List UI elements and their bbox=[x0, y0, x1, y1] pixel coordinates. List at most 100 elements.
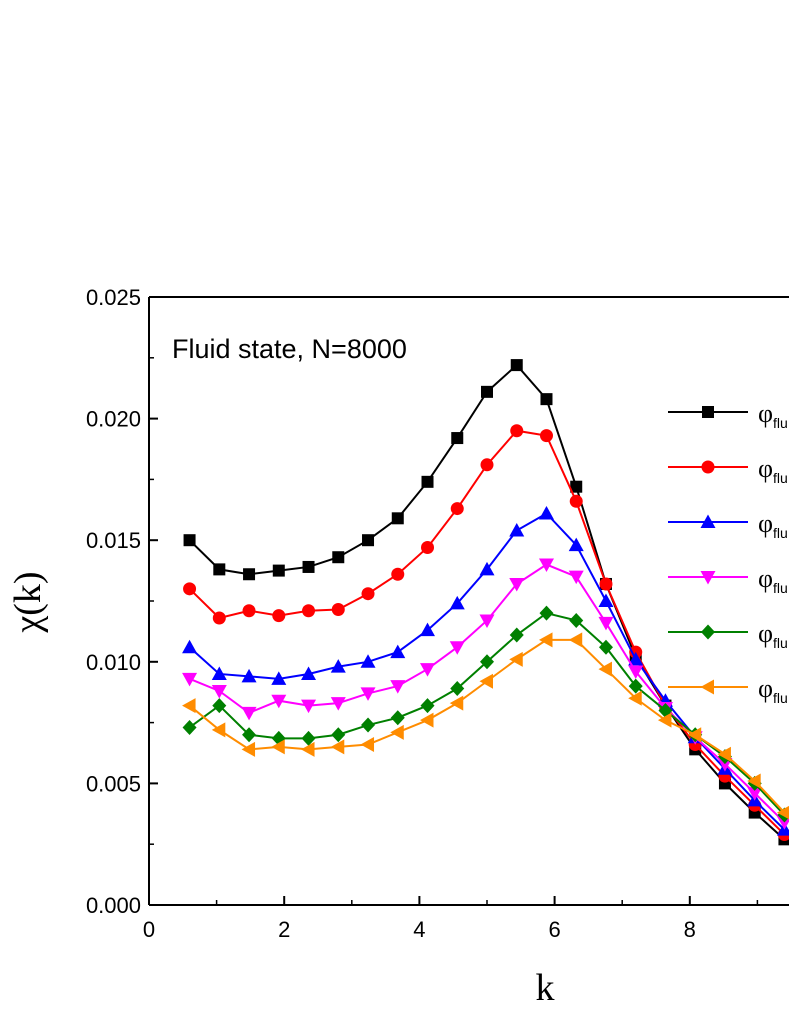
data-point bbox=[183, 534, 196, 547]
data-point bbox=[599, 577, 613, 591]
legend-entry-3: φflu bbox=[668, 509, 788, 541]
series-line bbox=[188, 363, 786, 841]
data-point bbox=[450, 681, 465, 697]
legend-entry-5: φflu bbox=[668, 619, 788, 651]
data-point bbox=[538, 558, 554, 573]
y-axis-title: χ(k) bbox=[7, 571, 49, 633]
data-point bbox=[450, 502, 464, 516]
chart-annotation: Fluid state, N=8000 bbox=[172, 334, 407, 364]
data-point bbox=[420, 712, 434, 728]
data-point bbox=[420, 663, 436, 677]
data-point bbox=[360, 687, 376, 701]
data-point bbox=[628, 651, 644, 666]
data-point bbox=[598, 616, 614, 631]
data-point bbox=[390, 644, 406, 659]
y-tick-label: 0.020 bbox=[86, 407, 141, 432]
data-point bbox=[212, 611, 226, 625]
data-point bbox=[182, 672, 198, 687]
y-tick-label: 0.025 bbox=[86, 285, 141, 310]
data-point bbox=[747, 773, 761, 789]
data-point bbox=[568, 570, 584, 585]
data-point bbox=[182, 719, 197, 735]
data-point bbox=[420, 698, 435, 714]
data-point bbox=[271, 694, 287, 709]
data-point bbox=[509, 577, 525, 592]
series-2 bbox=[183, 424, 789, 841]
data-point bbox=[390, 710, 405, 726]
series-6 bbox=[182, 632, 789, 820]
data-point bbox=[390, 724, 404, 740]
data-point bbox=[628, 690, 642, 706]
data-point bbox=[241, 668, 257, 683]
data-point bbox=[330, 739, 345, 755]
data-point bbox=[330, 659, 346, 673]
data-point bbox=[598, 661, 612, 677]
data-point bbox=[213, 563, 226, 576]
legend-entry-1: φflu bbox=[668, 399, 788, 431]
data-point bbox=[628, 665, 644, 680]
data-point bbox=[301, 699, 317, 714]
data-point bbox=[568, 632, 583, 648]
data-point bbox=[272, 609, 286, 623]
data-point bbox=[481, 385, 493, 398]
legend-marker bbox=[700, 679, 714, 695]
legend: φflu φflu φflu φflu φflu φflu bbox=[668, 399, 788, 706]
data-point bbox=[776, 805, 789, 820]
series-layer bbox=[182, 359, 789, 846]
x-axis-title: k bbox=[536, 967, 555, 1009]
data-point bbox=[390, 680, 406, 694]
data-point bbox=[449, 695, 464, 711]
series-line bbox=[189, 563, 786, 824]
data-point bbox=[271, 671, 287, 685]
data-point bbox=[540, 393, 553, 406]
data-point bbox=[272, 564, 285, 577]
legend-marker bbox=[700, 514, 716, 528]
data-point bbox=[480, 654, 494, 670]
data-point bbox=[331, 727, 346, 743]
x-tick-label: 2 bbox=[278, 917, 290, 942]
data-point bbox=[241, 741, 256, 757]
data-point bbox=[330, 697, 346, 711]
data-point bbox=[510, 424, 524, 438]
series-3 bbox=[182, 505, 789, 836]
data-point bbox=[391, 567, 405, 581]
data-point bbox=[598, 639, 613, 655]
data-point bbox=[538, 505, 554, 520]
data-point bbox=[570, 480, 583, 493]
legend-label: φflu bbox=[758, 454, 788, 486]
data-point bbox=[657, 712, 672, 728]
data-point bbox=[302, 604, 316, 618]
x-tick-label: 0 bbox=[143, 917, 155, 942]
x-tick-label: 8 bbox=[684, 917, 696, 942]
data-point bbox=[391, 512, 404, 525]
data-point bbox=[480, 458, 494, 472]
data-point bbox=[241, 706, 257, 721]
data-point bbox=[421, 540, 435, 554]
axes: 0.000 0.005 0.010 0.015 0.020 0.025 0 2 4 6 8 bbox=[86, 285, 789, 942]
legend-marker bbox=[702, 406, 714, 418]
data-point bbox=[479, 614, 495, 628]
data-point bbox=[510, 359, 523, 372]
y-tick-label: 0.010 bbox=[86, 650, 141, 675]
data-point bbox=[421, 475, 434, 488]
data-point bbox=[302, 560, 315, 573]
legend-marker bbox=[701, 624, 715, 640]
data-point bbox=[211, 722, 226, 738]
y-tick-label: 0.000 bbox=[86, 893, 141, 918]
data-point bbox=[331, 603, 345, 617]
series-1 bbox=[183, 359, 789, 846]
data-point bbox=[332, 551, 345, 564]
data-point bbox=[301, 730, 316, 746]
legend-label: φflu bbox=[758, 509, 788, 541]
data-point bbox=[569, 612, 584, 628]
data-point bbox=[451, 432, 464, 445]
data-point bbox=[539, 605, 554, 621]
data-point bbox=[242, 727, 257, 743]
data-point bbox=[362, 534, 375, 547]
x-tick-label: 4 bbox=[413, 917, 425, 942]
y-tick-label: 0.015 bbox=[86, 528, 141, 553]
data-point bbox=[361, 717, 376, 733]
data-point bbox=[212, 698, 227, 714]
data-point bbox=[211, 684, 227, 699]
legend-entry-6: φflu bbox=[668, 674, 788, 706]
